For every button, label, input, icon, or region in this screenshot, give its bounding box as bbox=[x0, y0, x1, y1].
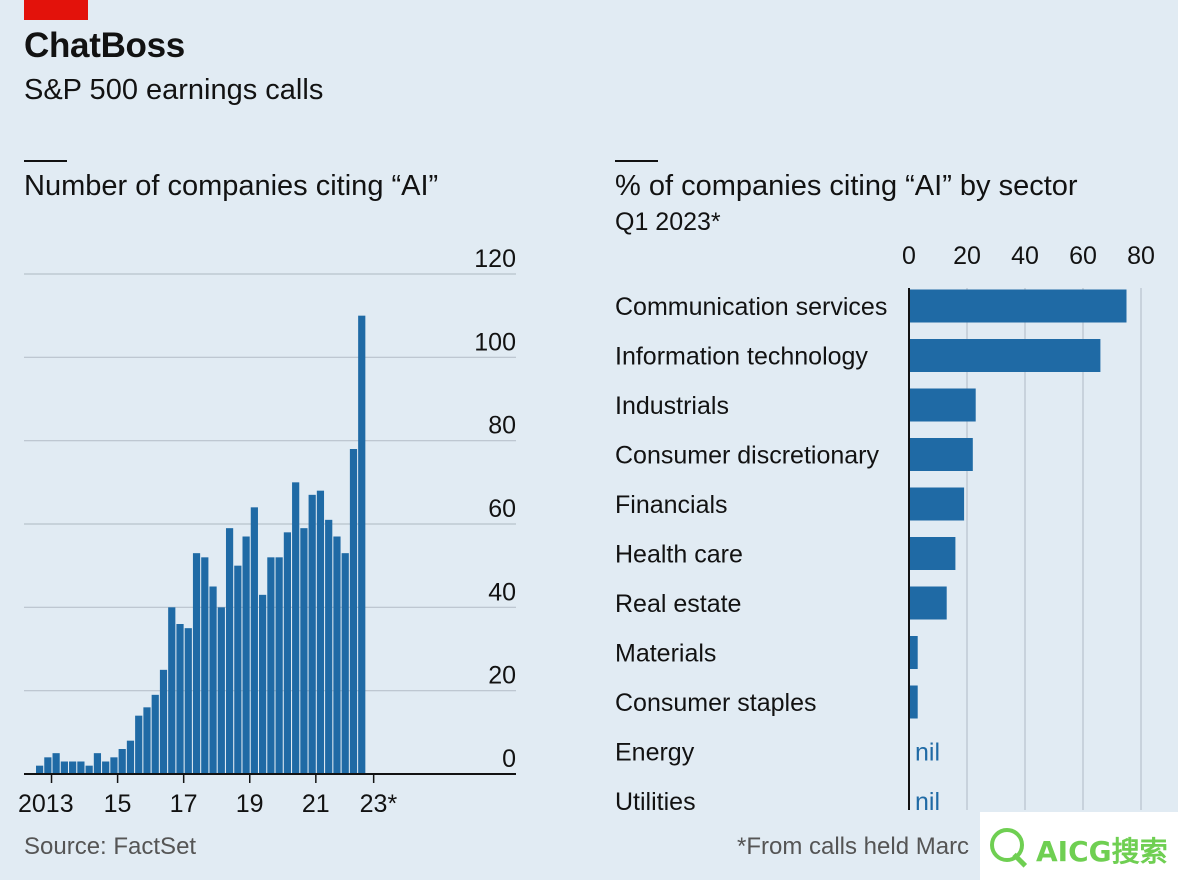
bar bbox=[225, 528, 234, 774]
left-panel-title: Number of companies citing “AI” bbox=[24, 170, 439, 202]
y-tick-label: 40 bbox=[488, 578, 516, 606]
bar bbox=[242, 536, 250, 774]
bar bbox=[44, 757, 52, 774]
chart-subtitle: S&P 500 earnings calls bbox=[24, 74, 324, 106]
bar bbox=[126, 740, 135, 774]
category-label: Communication services bbox=[615, 293, 887, 321]
bar bbox=[909, 339, 1101, 372]
bar bbox=[135, 715, 143, 774]
bar bbox=[201, 557, 209, 774]
category-label: Materials bbox=[615, 640, 716, 668]
bar bbox=[102, 761, 110, 774]
x-tick-label: 17 bbox=[170, 790, 198, 818]
right-panel-rule bbox=[615, 160, 658, 162]
bar bbox=[176, 624, 184, 774]
category-label: Energy bbox=[615, 739, 695, 767]
category-label: Industrials bbox=[615, 392, 729, 420]
chart-title: ChatBoss bbox=[24, 26, 185, 65]
category-label: Financials bbox=[615, 491, 728, 519]
bar bbox=[217, 607, 225, 774]
x-tick-label: 0 bbox=[902, 242, 916, 270]
y-tick-label: 60 bbox=[488, 495, 516, 523]
x-tick-label: 19 bbox=[236, 790, 264, 818]
bar bbox=[159, 669, 168, 774]
bar bbox=[333, 536, 341, 774]
bar bbox=[60, 761, 68, 774]
bar bbox=[69, 761, 77, 774]
bar bbox=[909, 537, 956, 570]
value-label: nil bbox=[915, 739, 940, 767]
value-label: nil bbox=[915, 788, 940, 816]
bar bbox=[267, 557, 275, 774]
y-tick-label: 120 bbox=[474, 245, 516, 273]
y-tick-label: 100 bbox=[474, 328, 516, 356]
bar bbox=[168, 607, 176, 774]
bar bbox=[292, 482, 300, 774]
bar bbox=[209, 586, 217, 774]
bar bbox=[85, 765, 93, 774]
bar bbox=[308, 494, 316, 774]
bar bbox=[110, 757, 118, 774]
x-tick-label: 23* bbox=[360, 790, 398, 818]
bar bbox=[909, 487, 965, 521]
bar bbox=[300, 528, 308, 774]
bar bbox=[909, 388, 976, 422]
sector-share-bar-chart: 0 20 40 60 80 Communication services Informati… bbox=[615, 242, 1155, 816]
right-panel-subtitle: Q1 2023* bbox=[615, 208, 721, 236]
x-tick-label: 15 bbox=[104, 790, 132, 818]
bar bbox=[283, 532, 291, 774]
x-tick-label: 20 bbox=[953, 242, 981, 270]
bar bbox=[909, 685, 918, 719]
bar bbox=[316, 490, 325, 774]
category-label: Utilities bbox=[615, 788, 696, 816]
left-panel-rule bbox=[24, 160, 67, 162]
x-tick-label: 2013 bbox=[18, 790, 74, 818]
bar bbox=[151, 694, 159, 774]
magnifier-icon bbox=[990, 828, 1024, 862]
bar bbox=[192, 553, 201, 774]
bar bbox=[77, 761, 85, 774]
bar bbox=[275, 557, 283, 774]
bar bbox=[349, 449, 358, 774]
bar bbox=[250, 507, 258, 774]
bar bbox=[36, 765, 44, 774]
watermark-text: AICG搜索 bbox=[1036, 835, 1168, 868]
bar bbox=[234, 565, 242, 774]
category-label: Consumer discretionary bbox=[615, 442, 879, 470]
bar bbox=[325, 519, 333, 774]
category-label: Health care bbox=[615, 541, 743, 569]
brand-red-tag bbox=[24, 0, 88, 20]
category-label: Consumer staples bbox=[615, 689, 816, 717]
bar bbox=[52, 753, 60, 774]
bar bbox=[909, 586, 947, 620]
x-tick-label: 40 bbox=[1011, 242, 1039, 270]
x-tick-label: 80 bbox=[1127, 242, 1155, 270]
y-tick-label: 20 bbox=[488, 662, 516, 690]
bar bbox=[93, 753, 102, 774]
bar bbox=[118, 749, 126, 774]
category-label: Information technology bbox=[615, 343, 868, 371]
x-tick-label: 60 bbox=[1069, 242, 1097, 270]
footnote: *From calls held Marc bbox=[737, 833, 970, 860]
bar bbox=[909, 636, 918, 669]
bar bbox=[184, 628, 192, 774]
bar bbox=[341, 553, 349, 774]
right-panel-title: % of companies citing “AI” by sector bbox=[615, 170, 1078, 202]
bar bbox=[143, 707, 151, 774]
x-tick-label: 21 bbox=[302, 790, 330, 818]
category-label: Real estate bbox=[615, 590, 741, 618]
companies-citing-ai-bar-chart: 0 20 40 60 80 100 120 2013 15 17 19 21 23* bbox=[18, 245, 516, 818]
bar bbox=[909, 438, 973, 471]
watermark: AICG搜索 bbox=[980, 812, 1178, 880]
bar bbox=[358, 315, 366, 774]
source-note: Source: FactSet bbox=[24, 833, 197, 860]
bar bbox=[259, 594, 267, 774]
y-tick-label: 0 bbox=[502, 745, 516, 773]
bar bbox=[909, 289, 1127, 323]
y-tick-label: 80 bbox=[488, 412, 516, 440]
